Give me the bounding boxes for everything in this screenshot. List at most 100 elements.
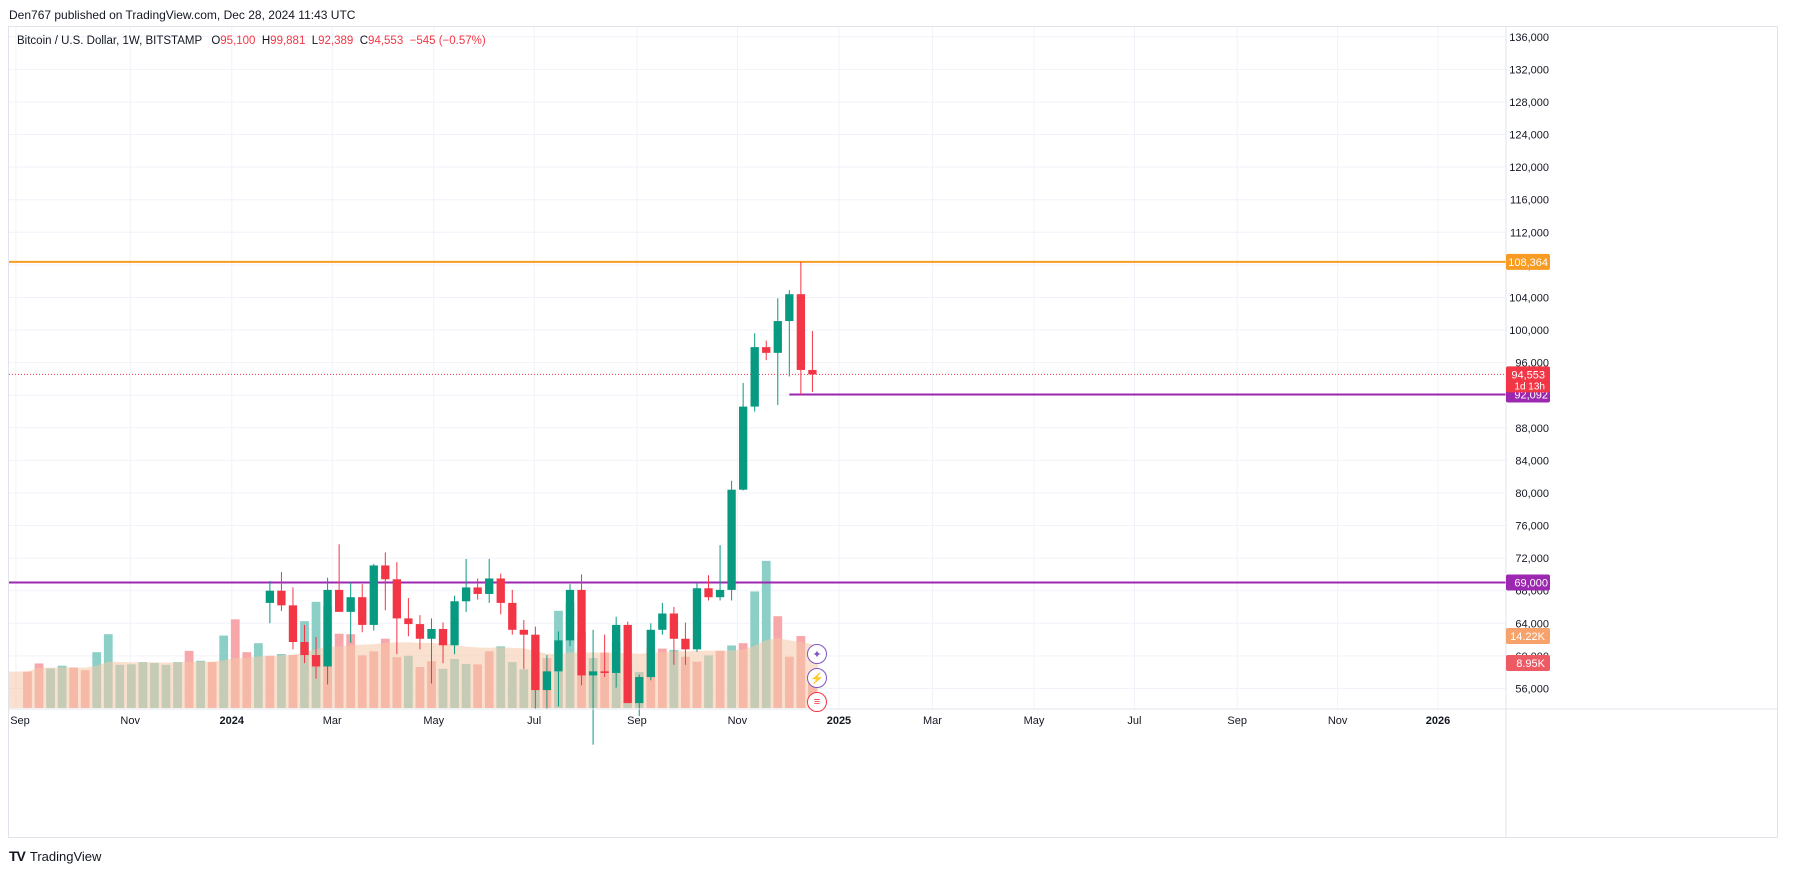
candle-body [288, 605, 298, 643]
time-tick-label: Mar [323, 715, 342, 727]
candle-body [681, 638, 690, 650]
candle-body [623, 624, 632, 704]
price-tick-label: 56,000 [1515, 683, 1549, 695]
close-label: C [359, 35, 369, 47]
volume-badge [1506, 628, 1550, 644]
candle-body [692, 588, 702, 650]
price-level-label: 108,364 [1508, 257, 1548, 269]
candle-body [369, 565, 378, 625]
candle-body [796, 294, 806, 370]
candle-body [461, 587, 471, 602]
time-tick-label: Sep [1227, 715, 1247, 727]
chart-frame[interactable] [8, 26, 1778, 838]
candle-body [715, 589, 725, 598]
candle-body [704, 588, 713, 598]
symbol-name: Bitcoin / U.S. Dollar, 1W, BITSTAMP [17, 35, 203, 47]
publisher-line: Den767 published on TradingView.com, Dec… [9, 8, 356, 22]
time-tick-label: May [423, 715, 444, 727]
candle-body [381, 565, 390, 580]
candle-body [415, 624, 425, 639]
low-label: L [311, 35, 319, 47]
candle-body [785, 294, 794, 322]
candle-body [773, 321, 782, 353]
candle-body [646, 629, 655, 678]
candle-body [508, 602, 517, 630]
candle-body [612, 624, 621, 673]
candle-body [635, 677, 644, 704]
flash-icon[interactable]: ⚡ [807, 668, 827, 688]
time-tick-label: May [1024, 715, 1045, 727]
last-price-label: 94,553 [1511, 369, 1545, 381]
price-level-badge [1506, 574, 1550, 591]
price-tick-label: 76,000 [1515, 521, 1549, 533]
close-value: 94,553 [368, 35, 404, 47]
candle-body [485, 578, 494, 594]
volume-bar [761, 560, 771, 708]
price-tick-label: 80,000 [1515, 488, 1549, 500]
time-tick-label: Nov [728, 715, 748, 727]
candle-body [554, 640, 563, 672]
price-tick-label: 128,000 [1509, 97, 1549, 109]
candle-body [577, 589, 586, 676]
price-tick-label: 116,000 [1510, 195, 1549, 207]
symbol-legend[interactable]: Bitcoin / U.S. Dollar, 1W, BITSTAMP O95,… [17, 35, 486, 47]
time-tick-label: Sep [627, 715, 647, 727]
price-tick-label: 124,000 [1509, 130, 1549, 142]
candle-body [392, 579, 402, 619]
candle-body [496, 578, 505, 603]
tradingview-brand: TradingView [29, 848, 102, 864]
us-flag-icon[interactable]: ≡ [807, 692, 827, 712]
price-tick-label: 72,000 [1515, 553, 1549, 565]
tradingview-logo: TV [9, 848, 26, 864]
high-label: H [261, 35, 271, 47]
candle-body [346, 597, 355, 612]
candle-body [300, 642, 309, 656]
time-tick-label: 2026 [1426, 715, 1450, 727]
footer[interactable]: TV TradingView [9, 848, 101, 864]
candle-body [762, 347, 771, 353]
high-value: 99,881 [270, 35, 306, 47]
time-tick-label: 2024 [220, 715, 245, 727]
open-value: 95,100 [220, 35, 256, 47]
candle-body [311, 655, 321, 667]
candle-body [600, 671, 609, 673]
candle-body [658, 613, 667, 630]
price-tick-label: 84,000 [1515, 455, 1549, 467]
candle-body [669, 613, 679, 639]
price-tick-label: 64,000 [1515, 618, 1549, 630]
price-tick-label: 112,000 [1510, 227, 1549, 239]
candle-body [750, 347, 759, 407]
candle-body [542, 671, 552, 691]
candle-body [277, 590, 286, 606]
last-price-badge [1506, 366, 1550, 393]
candle-body [404, 618, 413, 625]
open-label: O [211, 35, 221, 47]
candle-body [265, 590, 275, 603]
price-tick-label: 120,000 [1509, 162, 1549, 174]
candle-body [531, 634, 540, 691]
countdown-label: 1d 13h [1514, 381, 1545, 392]
time-tick-label: Nov [120, 715, 140, 727]
volume-badge-label: 8.95K [1516, 658, 1545, 670]
price-tick-label: 132,000 [1509, 64, 1549, 76]
candle-body [727, 489, 736, 590]
change-value: −545 (−0.57%) [409, 35, 486, 47]
candle-body [808, 369, 817, 375]
candle-body [323, 589, 332, 667]
candle-body [738, 406, 748, 490]
time-tick-label: Jul [1127, 715, 1141, 727]
ai-assist-icon[interactable]: ✦ [807, 644, 827, 664]
time-tick-label: Nov [1328, 715, 1348, 727]
price-level-badge [1506, 253, 1550, 270]
price-tick-label: 100,000 [1509, 325, 1549, 337]
time-tick-label: Sep [10, 715, 30, 727]
low-value: 92,389 [318, 35, 354, 47]
candle-body [473, 587, 482, 594]
candle-body [588, 671, 598, 676]
price-tick-label: 104,000 [1509, 292, 1549, 304]
volume-badge-label: 14.22K [1510, 631, 1546, 643]
candle-body [450, 601, 459, 646]
candle-body [565, 589, 575, 641]
price-level-label: 69,000 [1514, 578, 1548, 590]
